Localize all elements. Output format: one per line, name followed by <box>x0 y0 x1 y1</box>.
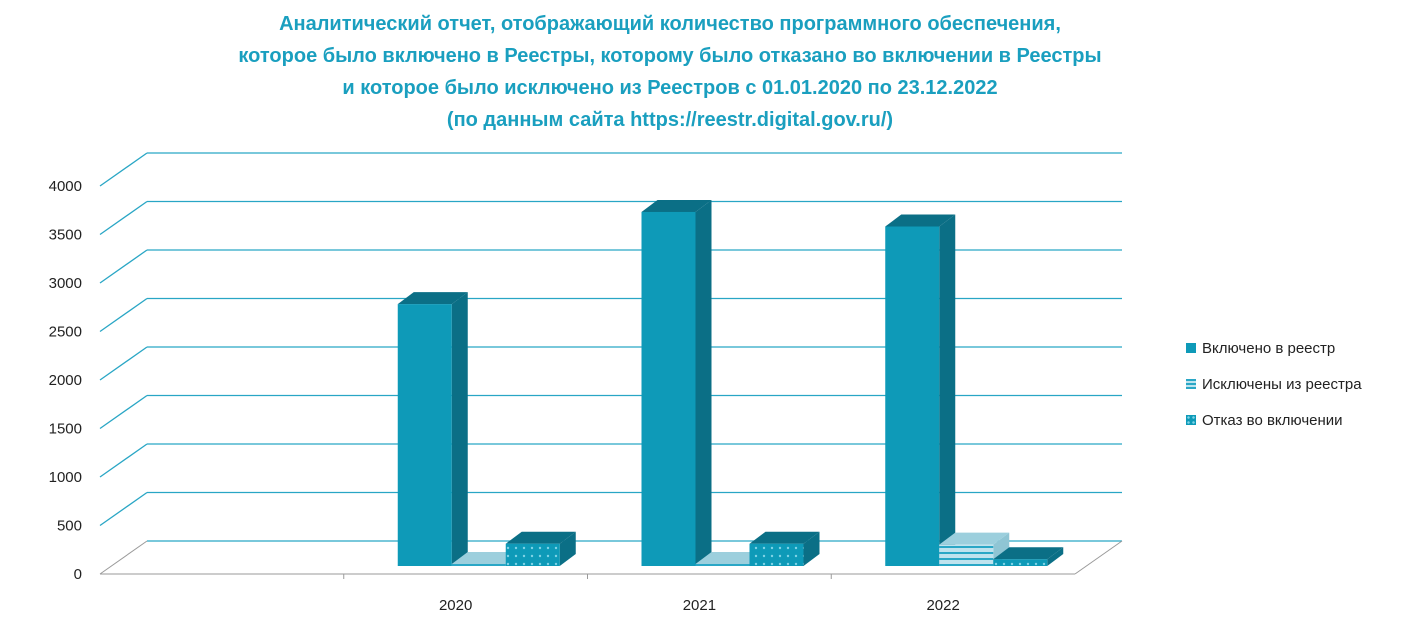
floor-edge <box>1074 540 1123 575</box>
bar-front <box>451 564 506 566</box>
legend-label: Отказ во включении <box>1202 411 1343 429</box>
bar-side <box>939 214 956 566</box>
chart-title-line-3: и которое было исключено из Реестров с 0… <box>342 77 998 99</box>
bar-included-2020 <box>397 292 468 566</box>
y-tick-label: 2500 <box>49 324 82 341</box>
bar-side <box>451 292 468 566</box>
bar-top <box>939 532 1010 545</box>
y-tick-label: 1500 <box>49 421 82 438</box>
y-tick-label: 0 <box>74 566 82 583</box>
bar-refused-2021 <box>749 531 820 566</box>
bar-side <box>695 199 712 566</box>
bar-side <box>1047 547 1064 566</box>
gridline-side <box>99 443 148 478</box>
y-tick-label: 500 <box>57 518 82 535</box>
gridline-side <box>99 297 148 333</box>
chart-title-line-1: Аналитический отчет, отображающий количе… <box>279 13 1061 35</box>
y-tick-label: 3500 <box>49 227 82 244</box>
legend-label: Включено в реестр <box>1202 339 1336 357</box>
y-tick-labels: 0 500 1000 1500 2000 2500 3000 3500 4000 <box>49 178 82 583</box>
bar-included-2022 <box>885 214 956 566</box>
gridlines <box>99 152 1122 542</box>
bar-front <box>505 543 560 566</box>
bar-front <box>885 226 940 566</box>
bar-top <box>749 531 820 544</box>
x-tick-labels: 2020 2021 2022 <box>439 597 960 614</box>
gridline-side <box>99 491 148 527</box>
y-tick-label: 4000 <box>49 178 82 195</box>
gridline-side <box>99 200 148 236</box>
bar-top <box>397 292 468 305</box>
x-tick-label: 2020 <box>439 597 472 614</box>
bar-refused-2022 <box>993 547 1064 566</box>
bar-top <box>641 199 712 212</box>
bar-top <box>695 552 766 564</box>
bar-front <box>939 544 994 566</box>
bar-top <box>993 547 1064 560</box>
bar-front <box>641 211 696 566</box>
y-tick-label: 3000 <box>49 275 82 292</box>
bar-side <box>559 531 576 566</box>
gridline-side <box>99 249 148 284</box>
legend-item-excluded: Исключены из реестра <box>1186 366 1362 402</box>
legend-swatch-dotted <box>1186 415 1196 425</box>
bar-refused-2020 <box>505 531 576 566</box>
legend-item-included: Включено в реестр <box>1186 330 1362 366</box>
bar-front <box>695 564 750 566</box>
bar-top <box>885 214 956 227</box>
gridline-side <box>99 394 148 430</box>
bars <box>397 199 1064 566</box>
chart-title-line-4: (по данным сайта https://reestr.digital.… <box>446 109 894 131</box>
y-tick-label: 2000 <box>49 372 82 389</box>
legend-swatch-solid <box>1186 343 1196 353</box>
y-tick-label: 1000 <box>49 469 82 486</box>
bar-side <box>803 531 820 566</box>
gridline-side <box>99 152 148 187</box>
chart-title-line-2: которое было включено в Реестры, котором… <box>238 45 1102 67</box>
chart-title: Аналитический отчет, отображающий количе… <box>140 8 1200 136</box>
bar-front <box>397 304 452 566</box>
legend-swatch-striped <box>1186 379 1196 389</box>
legend-label: Исключены из реестра <box>1202 375 1362 393</box>
gridline-side <box>99 346 148 381</box>
legend: Включено в реестр Исключены из реестра О… <box>1186 330 1362 438</box>
bar-front <box>749 543 804 566</box>
x-tick-label: 2022 <box>926 597 959 614</box>
floor-edge-left <box>99 540 148 575</box>
axes <box>99 540 1123 579</box>
x-tick-label: 2021 <box>683 597 716 614</box>
bar-front <box>993 559 1048 566</box>
legend-item-refused: Отказ во включении <box>1186 402 1362 438</box>
bar-top <box>451 552 522 564</box>
bar-top <box>505 531 576 544</box>
bar-included-2021 <box>641 199 712 566</box>
